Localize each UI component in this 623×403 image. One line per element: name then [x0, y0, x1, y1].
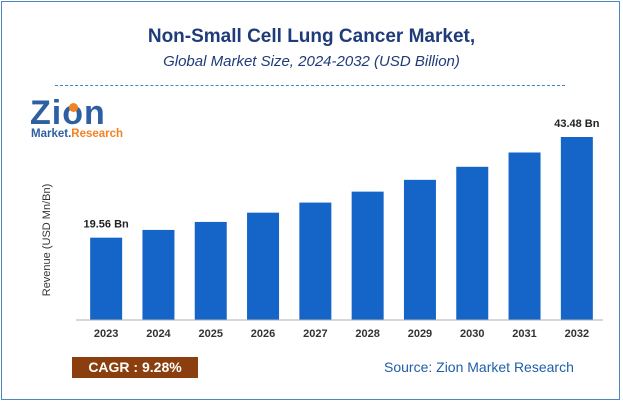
title-divider — [55, 85, 565, 86]
chart-title: Non-Small Cell Lung Cancer Market, — [147, 26, 476, 47]
bar-2028 — [351, 191, 384, 320]
bar-2030 — [456, 166, 489, 320]
bar-2024 — [142, 229, 175, 320]
cagr-value: 9.28% — [141, 359, 182, 375]
data-label-2023: 19.56 Bn — [84, 219, 130, 231]
x-tick-label-2024: 2024 — [146, 328, 171, 340]
x-tick-label-2029: 2029 — [408, 328, 432, 340]
source-text: Source: Zion Market Research — [384, 359, 574, 375]
logo-main-text: Zion — [30, 94, 106, 132]
cagr-badge: CAGR : 9.28% — [72, 357, 198, 378]
logo-dot-icon — [69, 103, 78, 112]
logo-sub-left: Market. — [31, 128, 72, 140]
x-tick-label-2026: 2026 — [251, 328, 275, 340]
x-tick-label-2028: 2028 — [355, 328, 379, 340]
bar-2026 — [247, 212, 280, 320]
logo-sub-text: Market.Research — [31, 128, 123, 140]
x-tick-label-2023: 2023 — [94, 328, 118, 340]
bar-2031 — [508, 152, 541, 320]
x-tick-label-2030: 2030 — [460, 328, 484, 340]
x-tick-label-2032: 2032 — [565, 328, 589, 340]
logo-sub-right: Research — [71, 128, 124, 140]
data-label-2032: 43.48 Bn — [554, 118, 600, 130]
bar-2029 — [403, 179, 436, 320]
bar-2023 — [90, 237, 123, 320]
bar-2032 — [560, 137, 593, 320]
x-tick-label-2025: 2025 — [199, 328, 223, 340]
bar-2027 — [299, 202, 332, 320]
x-tick-label-2031: 2031 — [512, 328, 536, 340]
bar-2025 — [194, 221, 227, 320]
x-tick-label-2027: 2027 — [303, 328, 327, 340]
zion-logo: Zion Market.Research — [30, 95, 140, 145]
cagr-label: CAGR : — [88, 359, 139, 375]
chart-subtitle: Global Market Size, 2024-2032 (USD Billi… — [163, 53, 460, 70]
